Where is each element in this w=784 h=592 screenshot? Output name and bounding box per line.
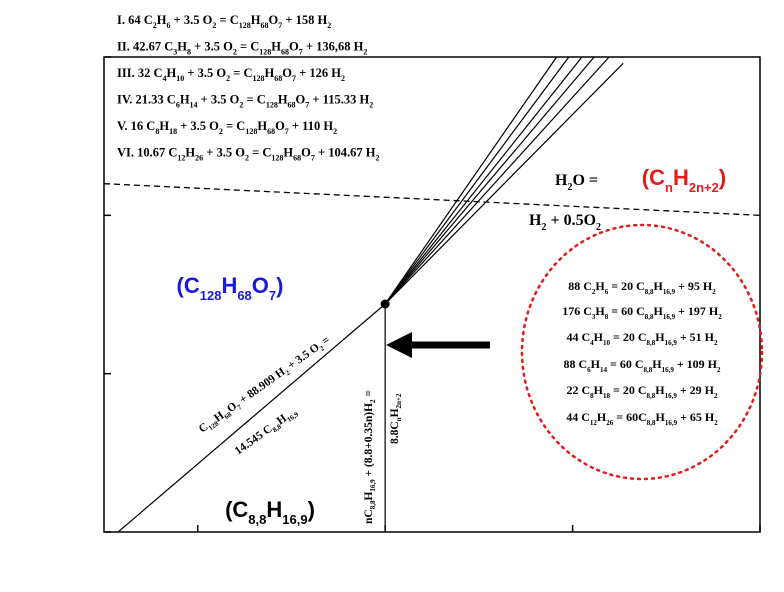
kerogen-reaction-5: V. 16 C8​H18​ + 3.5 O2​ = C128​H68​O7​ +… [117,119,337,136]
kerogen-reaction-1: I. 64 C2​H6​ + 3.5 O2​ = C128​H68​O7​ + … [117,13,331,30]
water-label-line-2: H2​ + 0.5O2​ [529,212,601,233]
oil-formula: (C8,8​H16,9​) [225,497,315,527]
kerogen-reaction-4: IV. 21.33 C6​H14​ + 3.5 O2​ = C128​H68​O… [117,93,373,110]
series-line-6 [384,56,583,305]
oil-alkanes-label-2: 8.8Cn​H2n+2​ [389,393,403,444]
kerogen-oil-label-1: C128​H68​O7​ + 88.909 H2​ + 3.5 O2​ = [197,334,334,437]
oil-reaction-2: 176 C3​H8​ = 60 C8,8​H16,9​ + 197 H2​ [562,304,722,321]
oil-reaction-6: 44 C12​H26​ = 60C8,8​H16,9​ + 65 H2​ [566,410,718,427]
pointer-arrow-head [386,332,412,358]
oil-alkanes-label-1: nC8,8​H16,9​ + (8.8+0.35n)H2​ = [363,390,377,524]
oil-reaction-5: 22 C8​H18​ = 20 C8,8​H16,9​ + 29 H2​ [566,383,718,400]
kerogen-reaction-3: III. 32 C4​H10​ + 3.5 O2​ = C128​H68​O7​… [117,66,345,83]
series-line-9 [384,62,624,305]
kerogen-reaction-6: VI. 10.67 C12​H26​ + 3.5 O2​ = C128​H68​… [117,146,380,163]
series-line-5 [384,56,570,305]
oil-reaction-3: 44 C4​H10​ = 20 C8,8​H16,9​ + 51 H2​ [566,330,718,347]
oil-reaction-1: 88 C2​H6​ = 20 C8,8​H16,9​ + 95 H2​ [568,279,716,296]
series-line-4 [384,56,558,305]
series-line-8 [384,56,610,305]
alkanes-formula: (Cn​H2n+2​) [642,165,726,195]
oil-reaction-4: 88 C6​H14​ = 60 C8,8​H16,9​ + 109 H2​ [563,357,721,374]
series-line-7 [384,56,595,305]
kerogen-reaction-2: II. 42.67 C3​H8​ + 3.5 O2​ = C128​H68​O7… [117,40,367,57]
kerogen-formula: (C128​H68​O7​) [177,273,284,303]
water-label-line-1: H2​O = [555,172,598,193]
series-line-1 [117,303,386,533]
oil-reactions-circle [520,223,764,481]
kerogen-oil-label-2: 14.545 C8,8​H16,9​ [233,405,301,459]
plot-frame [103,56,761,533]
triple-point [380,299,390,309]
